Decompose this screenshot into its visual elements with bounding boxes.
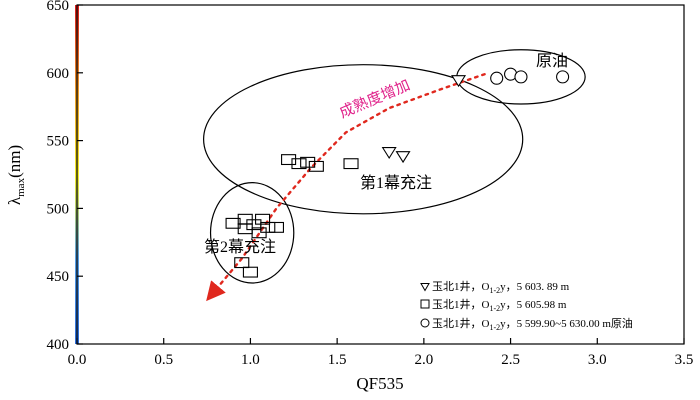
- x-tick-label: 0.5: [154, 352, 173, 368]
- circle-marker: [490, 71, 504, 85]
- square-marker: [242, 266, 258, 278]
- legend-entry-1-prefix: 玉北1井，O: [432, 279, 489, 293]
- legend-entry-1-sub: 1-2: [489, 286, 500, 295]
- square-marker: [268, 221, 284, 233]
- legend-entry-2: 玉北1井，O1-2y，5 605.98 m: [432, 297, 567, 313]
- x-tick-label: 3.5: [675, 352, 694, 368]
- triangle-marker: [395, 151, 411, 164]
- legend-entry-3-sub: 1-2: [489, 323, 500, 332]
- y-tick-label: 600: [47, 66, 70, 82]
- annotation-fill-2: 第2幕充注: [204, 238, 276, 256]
- y-tick-label: 400: [47, 337, 70, 353]
- square-marker: [300, 156, 316, 168]
- x-tick-label: 3.0: [588, 352, 607, 368]
- x-tick-label: 0.0: [68, 352, 87, 368]
- x-tick-label: 2.5: [501, 352, 520, 368]
- square-marker: [234, 257, 250, 269]
- annotation-trend: 成熟度增加: [337, 77, 413, 122]
- annotation-fill-1: 第1幕充注: [360, 174, 432, 192]
- legend-circle-symbol: [420, 318, 430, 328]
- data-points: [225, 67, 570, 278]
- trend-arrow: [206, 73, 486, 302]
- square-marker: [291, 158, 307, 170]
- legend-entry-3: 玉北1井，O1-2y，5 599.90~5 630.00 m原油: [432, 316, 633, 332]
- x-axis-title: QF535: [356, 374, 403, 393]
- y-axis-title-sub: max: [15, 177, 27, 196]
- circle-marker: [514, 70, 528, 84]
- square-marker: [281, 154, 297, 166]
- legend-entry-2-prefix: 玉北1井，O: [432, 297, 489, 311]
- y-axis-title-main: λ: [5, 196, 24, 205]
- legend-triangle-symbol: [420, 283, 430, 292]
- trend-path: [206, 73, 486, 302]
- square-marker: [260, 221, 276, 233]
- x-tick-label: 2.0: [414, 352, 433, 368]
- y-tick-label: 550: [47, 134, 70, 150]
- ellipse-fill-2: [209, 182, 295, 284]
- x-tick-label: 1.0: [241, 352, 260, 368]
- legend-entry-2-suffix: y，5 605.98 m: [500, 299, 567, 311]
- annotation-oil: 原油: [536, 52, 568, 70]
- plot-frame: [76, 4, 685, 345]
- legend-entry-1-suffix: y，5 603. 89 m: [500, 281, 569, 293]
- legend-entry-3-prefix: 玉北1井，O: [432, 316, 489, 330]
- legend-entry-1: 玉北1井，O1-2y，5 603. 89 m: [432, 279, 570, 295]
- legend-entry-2-sub: 1-2: [489, 304, 500, 313]
- y-tick-label: 650: [47, 0, 70, 14]
- ellipse-fill-1: [203, 64, 524, 215]
- legend-square-symbol: [420, 299, 430, 309]
- triangle-marker: [451, 75, 467, 88]
- square-marker: [343, 158, 359, 170]
- legend-entry-3-suffix: y，5 599.90~5 630.00 m原油: [500, 316, 633, 330]
- y-axis-title: λmax(nm): [5, 145, 27, 205]
- ticks: 0.0 0.5 1.0 1.5 2.0 2.5 3.0 3.5 400 450 500 550 600 6…: [47, 0, 694, 368]
- y-tick-label: 500: [47, 201, 70, 217]
- circle-marker: [556, 70, 570, 84]
- square-marker: [308, 160, 324, 172]
- y-axis-title-unit: (nm): [5, 145, 24, 178]
- triangle-marker: [381, 147, 397, 160]
- square-marker: [255, 213, 271, 225]
- x-tick-label: 1.5: [328, 352, 347, 368]
- y-tick-label: 450: [47, 269, 70, 285]
- legend: 玉北1井，O1-2y，5 603. 89 m 玉北1井，O1-2y，5 605.…: [420, 279, 633, 332]
